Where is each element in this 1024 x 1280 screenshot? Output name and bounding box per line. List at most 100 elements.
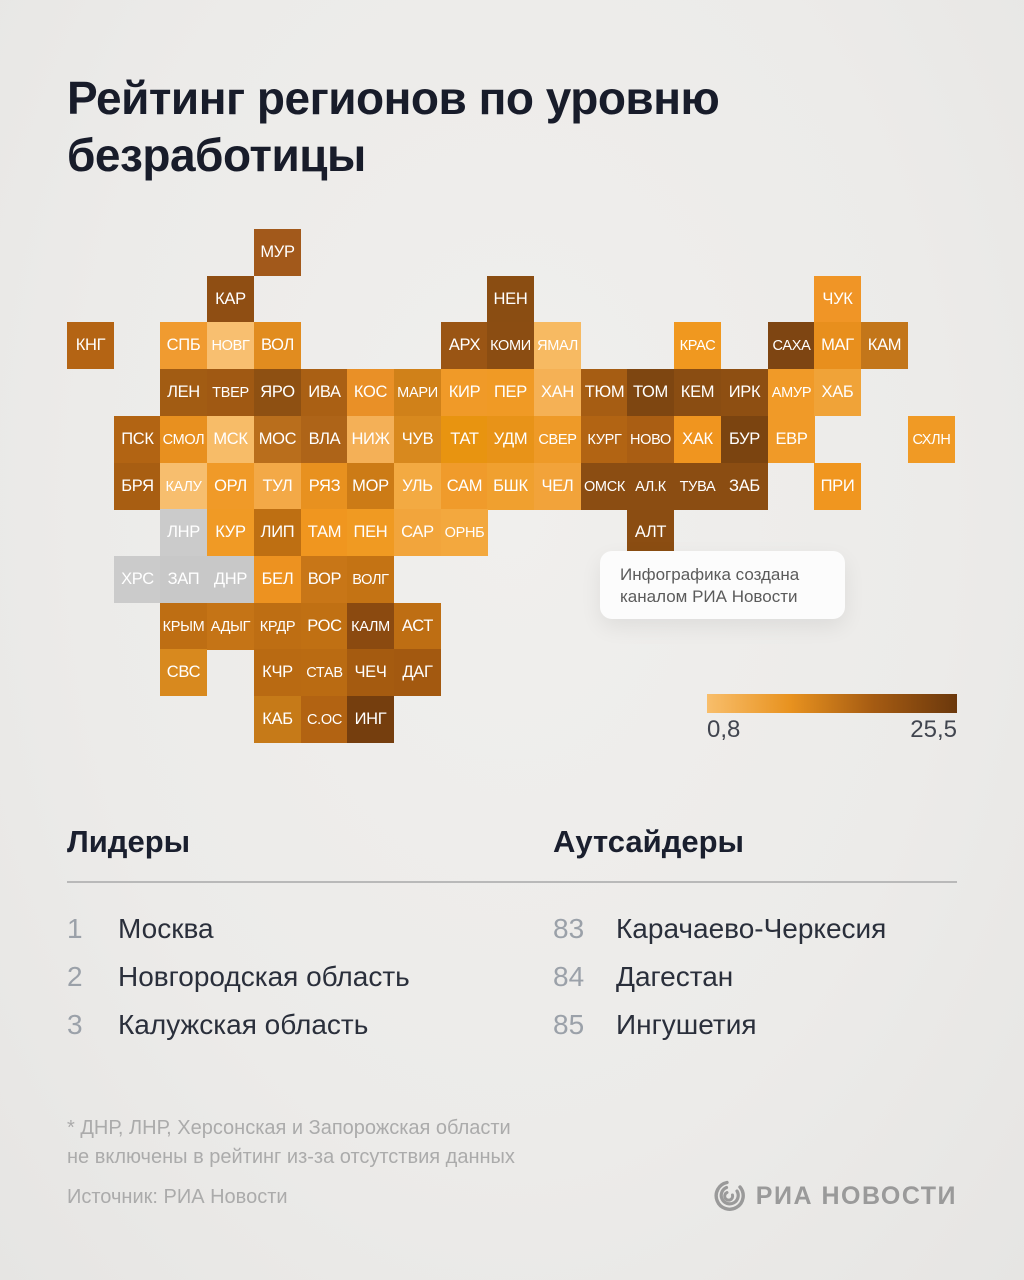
map-tile-ИРК: ИРК bbox=[721, 369, 768, 416]
list-item: 85 Ингушетия bbox=[553, 1001, 957, 1049]
list-item: 84 Дагестан bbox=[553, 953, 957, 1001]
footnote: * ДНР, ЛНР, Херсонская и Запорожская обл… bbox=[67, 1114, 627, 1172]
map-tile-КАБ: КАБ bbox=[254, 696, 301, 743]
rank-number: 1 bbox=[67, 913, 83, 944]
map-tile-МАГ: МАГ bbox=[814, 322, 861, 369]
map-tile-УДМ: УДМ bbox=[487, 416, 534, 463]
map-tile-ПРИ: ПРИ bbox=[814, 463, 861, 510]
rank-number: 2 bbox=[67, 961, 83, 992]
leaders-list: 1 Москва 2 Новгородская область 3 Калужс… bbox=[67, 905, 497, 1049]
map-tile-МСК: МСК bbox=[207, 416, 254, 463]
map-tile-ТВЕР: ТВЕР bbox=[207, 369, 254, 416]
map-tile-СПБ: СПБ bbox=[160, 322, 207, 369]
map-tile-БЕЛ: БЕЛ bbox=[254, 556, 301, 603]
map-tile-ОМСК: ОМСК bbox=[581, 463, 628, 510]
map-tile-ПЕР: ПЕР bbox=[487, 369, 534, 416]
map-tile-ТОМ: ТОМ bbox=[627, 369, 674, 416]
map-tile-БШК: БШК bbox=[487, 463, 534, 510]
map-tile-ЛЕН: ЛЕН bbox=[160, 369, 207, 416]
outsiders-heading: Аутсайдеры bbox=[553, 824, 745, 859]
legend-max-label: 25,5 bbox=[910, 716, 957, 743]
source-text: Источник: РИА Новости bbox=[67, 1186, 288, 1208]
map-tile-МОР: МОР bbox=[347, 463, 394, 510]
note-line2: каналом РИА Новости bbox=[620, 587, 798, 606]
map-tile-ТАТ: ТАТ bbox=[441, 416, 488, 463]
map-tile-ПЕН: ПЕН bbox=[347, 509, 394, 556]
map-tile-ЗАБ: ЗАБ bbox=[721, 463, 768, 510]
map-tile-СТАВ: СТАВ bbox=[301, 649, 348, 696]
map-tile-СМОЛ: СМОЛ bbox=[160, 416, 207, 463]
map-tile-ЯРО: ЯРО bbox=[254, 369, 301, 416]
map-tile-АМУР: АМУР bbox=[768, 369, 815, 416]
map-tile-САМ: САМ bbox=[441, 463, 488, 510]
map-tile-НИЖ: НИЖ bbox=[347, 416, 394, 463]
list-item: 2 Новгородская область bbox=[67, 953, 497, 1001]
region-name: Новгородская область bbox=[118, 961, 410, 992]
map-tile-КАР: КАР bbox=[207, 276, 254, 323]
map-tile-ХАК: ХАК bbox=[674, 416, 721, 463]
map-tile-КНГ: КНГ bbox=[67, 322, 114, 369]
map-tile-БУР: БУР bbox=[721, 416, 768, 463]
map-tile-КИР: КИР bbox=[441, 369, 488, 416]
map-tile-ВОЛ: ВОЛ bbox=[254, 322, 301, 369]
map-tile-КРЫМ: КРЫМ bbox=[160, 603, 207, 650]
list-item: 3 Калужская область bbox=[67, 1001, 497, 1049]
map-tile-ЕВР: ЕВР bbox=[768, 416, 815, 463]
map-tile-ТЮМ: ТЮМ bbox=[581, 369, 628, 416]
map-tile-УЛЬ: УЛЬ bbox=[394, 463, 441, 510]
map-tile-ПСК: ПСК bbox=[114, 416, 161, 463]
section-divider bbox=[67, 881, 957, 883]
map-tile-КЕМ: КЕМ bbox=[674, 369, 721, 416]
region-name: Ингушетия bbox=[616, 1009, 757, 1040]
map-tile-НОВГ: НОВГ bbox=[207, 322, 254, 369]
footnote-line2: не включены в рейтинг из-за отсутствия д… bbox=[67, 1146, 515, 1168]
map-tile-ХАН: ХАН bbox=[534, 369, 581, 416]
map-tile-КАЛУ: КАЛУ bbox=[160, 463, 207, 510]
map-tile-ИНГ: ИНГ bbox=[347, 696, 394, 743]
map-tile-ДНР: ДНР bbox=[207, 556, 254, 603]
map-tile-КАЛМ: КАЛМ bbox=[347, 603, 394, 650]
outsiders-list: 83 Карачаево-Черкесия 84 Дагестан 85 Инг… bbox=[553, 905, 957, 1049]
map-tile-КРАС: КРАС bbox=[674, 322, 721, 369]
map-tile-КОМИ: КОМИ bbox=[487, 322, 534, 369]
map-tile-ДАГ: ДАГ bbox=[394, 649, 441, 696]
map-tile-СХЛН: СХЛН bbox=[908, 416, 955, 463]
map-tile-ЧУК: ЧУК bbox=[814, 276, 861, 323]
map-tile-МАРИ: МАРИ bbox=[394, 369, 441, 416]
rank-number: 83 bbox=[553, 913, 585, 944]
map-tile-КЧР: КЧР bbox=[254, 649, 301, 696]
map-tile-ЧУВ: ЧУВ bbox=[394, 416, 441, 463]
map-tile-НЕН: НЕН bbox=[487, 276, 534, 323]
legend-gradient-bar bbox=[707, 694, 957, 713]
note-card: Инфографика создана каналом РИА Новости bbox=[600, 551, 845, 619]
logo-text: РИА НОВОСТИ bbox=[755, 1181, 957, 1210]
tile-map: МУР КАР НЕН ЧУК КНГ СПБ НОВГ ВОЛ АРХ КОМИ ЯМАЛ КРАС… bbox=[67, 229, 955, 744]
map-tile-ОРЛ: ОРЛ bbox=[207, 463, 254, 510]
map-tile-ТАМ: ТАМ bbox=[301, 509, 348, 556]
legend-min-label: 0,8 bbox=[707, 716, 741, 743]
list-item: 83 Карачаево-Черкесия bbox=[553, 905, 957, 953]
map-tile-АРХ: АРХ bbox=[441, 322, 488, 369]
region-name: Калужская область bbox=[118, 1009, 369, 1040]
map-tile-МОС: МОС bbox=[254, 416, 301, 463]
map-tile-КУРГ: КУРГ bbox=[581, 416, 628, 463]
globe-icon bbox=[714, 1180, 745, 1211]
region-name: Москва bbox=[118, 913, 214, 944]
map-tile-САР: САР bbox=[394, 509, 441, 556]
map-tile-С.ОС: С.ОС bbox=[301, 696, 348, 743]
map-tile-ХАБ: ХАБ bbox=[814, 369, 861, 416]
map-tile-ЧЕЛ: ЧЕЛ bbox=[534, 463, 581, 510]
note-line1: Инфографика создана bbox=[620, 565, 800, 584]
rank-number: 3 bbox=[67, 1009, 83, 1040]
map-tile-КУР: КУР bbox=[207, 509, 254, 556]
map-tile-ЧЕЧ: ЧЕЧ bbox=[347, 649, 394, 696]
map-tile-ТУЛ: ТУЛ bbox=[254, 463, 301, 510]
map-tile-КРДР: КРДР bbox=[254, 603, 301, 650]
map-tile-ТУВА: ТУВА bbox=[674, 463, 721, 510]
region-name: Дагестан bbox=[616, 961, 734, 992]
map-tile-КОС: КОС bbox=[347, 369, 394, 416]
map-tile-РЯЗ: РЯЗ bbox=[301, 463, 348, 510]
map-tile-АЛТ: АЛТ bbox=[627, 509, 674, 556]
map-tile-САХА: САХА bbox=[768, 322, 815, 369]
